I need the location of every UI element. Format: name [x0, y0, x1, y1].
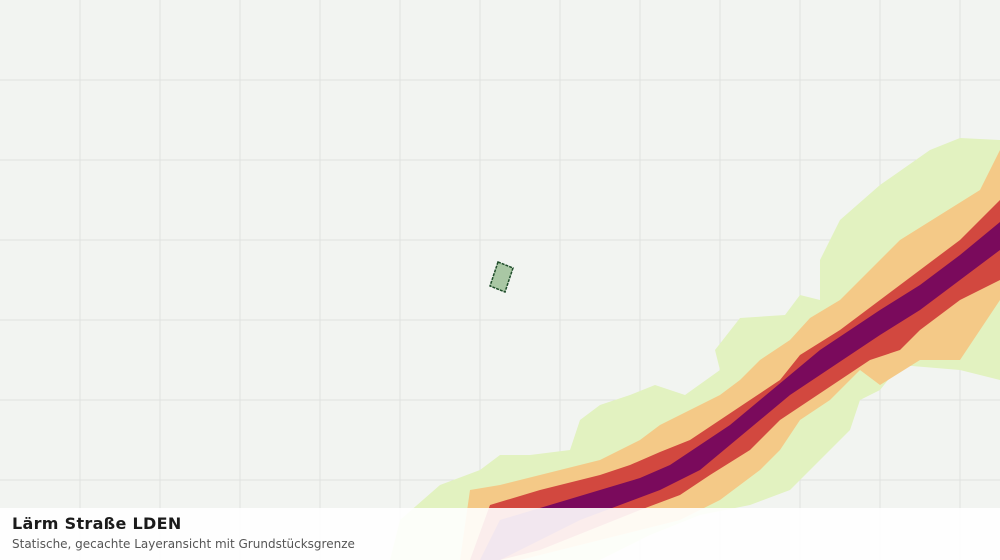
info-panel: Lärm Straße LDEN Statische, gecachte Lay… [0, 508, 1000, 560]
noise-zone-low [390, 138, 1000, 560]
layer-title: Lärm Straße LDEN [12, 514, 182, 533]
layer-subtitle: Statische, gecachte Layeransicht mit Gru… [12, 537, 355, 551]
parcel-boundary[interactable] [489, 261, 514, 293]
